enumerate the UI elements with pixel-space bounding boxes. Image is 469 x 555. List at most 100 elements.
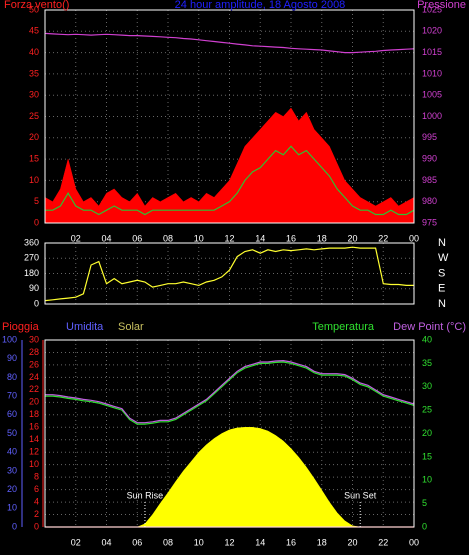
y-tick-label: 0 (34, 521, 39, 531)
x-tick-label: 18 (317, 537, 327, 547)
y2-tick-label: 40 (422, 334, 432, 344)
y-tick-label: 25 (29, 111, 39, 121)
legend-label: Temperatura (312, 321, 375, 333)
x-tick-label: 06 (132, 537, 142, 547)
y2-axis-label: Pressione (417, 0, 466, 11)
y2-tick-label: 0 (422, 521, 427, 531)
y-tick-label: 15 (29, 153, 39, 163)
y-tick-label: 45 (29, 26, 39, 36)
line (45, 359, 415, 424)
y2-tick-label: S (438, 267, 445, 279)
x-tick-label: 22 (378, 233, 388, 243)
x-tick-label: 04 (101, 537, 111, 547)
y3-tick-label: 50 (7, 428, 17, 438)
y-tick-label: 30 (29, 90, 39, 100)
y-tick-label: 26 (29, 359, 39, 369)
x-tick-label: 10 (194, 537, 204, 547)
x-tick-label: 02 (71, 537, 81, 547)
y-tick-label: 270 (24, 253, 39, 263)
x-tick-label: 04 (101, 233, 111, 243)
y3-axis-label: Umidita (66, 321, 104, 333)
x-tick-label: 02 (71, 233, 81, 243)
y-tick-label: 360 (24, 237, 39, 247)
y-tick-label: 2 (34, 509, 39, 519)
x-tick-label: 08 (163, 233, 173, 243)
y-axis-label: Forza vento() (4, 0, 69, 11)
y3-tick-label: 0 (12, 521, 17, 531)
x-tick-label: 08 (163, 537, 173, 547)
x-tick-label: 14 (255, 537, 265, 547)
y-tick-label: 6 (34, 484, 39, 494)
x-tick-label: 18 (317, 233, 327, 243)
y2-tick-label: 1020 (422, 26, 442, 36)
y2-tick-label: 1005 (422, 90, 442, 100)
x-tick-label: 14 (255, 233, 265, 243)
x-tick-label: 10 (194, 233, 204, 243)
y-tick-label: 10 (29, 175, 39, 185)
line (45, 361, 415, 425)
y-tick-label: 35 (29, 68, 39, 78)
y3-tick-label: 40 (7, 447, 17, 457)
y2-tick-label: 20 (422, 428, 432, 438)
y2-tick-label: 1015 (422, 47, 442, 57)
y-tick-label: 40 (29, 47, 39, 57)
x-tick-label: 20 (347, 537, 357, 547)
y3-tick-label: 60 (7, 409, 17, 419)
area (44, 107, 415, 224)
legend-label: Dew Point (°C) (393, 321, 466, 333)
plot-frame (44, 339, 415, 528)
y-tick-label: 22 (29, 384, 39, 394)
chart-title: 24 hour amplitude, 18 Agosto 2008 (175, 0, 346, 11)
y-tick-label: 90 (29, 283, 39, 293)
line (44, 32, 415, 54)
y-tick-label: 20 (29, 132, 39, 142)
annotation: Sun Rise (127, 490, 164, 500)
y3-tick-label: 90 (7, 353, 17, 363)
y-tick-label: 0 (34, 217, 39, 227)
y2-tick-label: 1000 (422, 111, 442, 121)
y-tick-label: 8 (34, 472, 39, 482)
y-tick-label: 24 (29, 372, 39, 382)
y2-tick-label: 30 (422, 381, 432, 391)
y2-tick-label: 1010 (422, 68, 442, 78)
x-tick-label: 00 (409, 537, 419, 547)
y2-tick-label: 15 (422, 451, 432, 461)
y3-tick-label: 100 (2, 334, 17, 344)
line (44, 246, 414, 302)
y2-tick-label: N (438, 298, 446, 310)
y-tick-label: 14 (29, 434, 39, 444)
y-tick-label: 20 (29, 397, 39, 407)
x-tick-label: 16 (286, 537, 296, 547)
x-tick-label: 12 (224, 537, 234, 547)
x-tick-label: 00 (409, 233, 419, 243)
x-tick-label: 20 (347, 233, 357, 243)
area (45, 427, 414, 528)
x-tick-label: 16 (286, 233, 296, 243)
y-tick-label: 18 (29, 409, 39, 419)
legend-label: Solar (118, 321, 144, 333)
y3-tick-label: 80 (7, 372, 17, 382)
y-tick-label: 4 (34, 496, 39, 506)
x-tick-label: 12 (224, 233, 234, 243)
y3-tick-label: 30 (7, 465, 17, 475)
plot-frame (44, 9, 415, 224)
y2-tick-label: N (438, 237, 446, 249)
y2-tick-label: W (438, 252, 449, 264)
y-tick-label: 5 (34, 196, 39, 206)
y-tick-label: 50 (29, 4, 39, 14)
y2-tick-label: 985 (422, 175, 437, 185)
y2-tick-label: 35 (422, 358, 432, 368)
legend-label: Pioggia (2, 321, 40, 333)
y2-tick-label: 995 (422, 132, 437, 142)
y-tick-label: 12 (29, 447, 39, 457)
y-tick-label: 0 (34, 298, 39, 308)
line (45, 145, 415, 216)
y2-tick-label: 10 (422, 475, 432, 485)
y3-tick-label: 70 (7, 390, 17, 400)
x-tick-label: 06 (132, 233, 142, 243)
y-tick-label: 180 (24, 268, 39, 278)
y2-tick-label: 1025 (422, 4, 442, 14)
y3-tick-label: 10 (7, 503, 17, 513)
y2-tick-label: 980 (422, 196, 437, 206)
plot-frame (44, 242, 415, 305)
